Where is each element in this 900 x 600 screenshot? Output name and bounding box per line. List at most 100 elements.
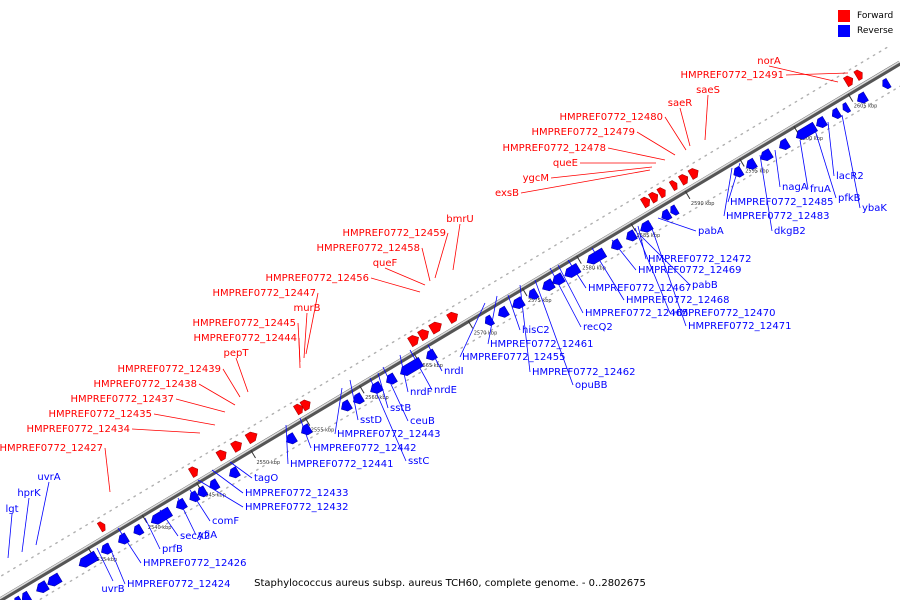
reverse-gene-label[interactable]: HMPREF0772_12472	[648, 254, 751, 265]
reverse-gene-label[interactable]: opuBB	[575, 380, 608, 391]
forward-gene-arrow[interactable]	[293, 402, 305, 416]
forward-gene-label[interactable]: ygcM	[523, 173, 549, 184]
reverse-gene-arrow[interactable]	[227, 466, 241, 481]
reverse-gene-label[interactable]: uvrA	[37, 472, 60, 483]
forward-gene-arrow[interactable]	[678, 173, 690, 186]
reverse-gene-arrow[interactable]	[794, 121, 818, 142]
reverse-gene-label[interactable]: HMPREF0772_12461	[490, 339, 593, 350]
reverse-gene-label[interactable]: HMPREF0772_12469	[638, 265, 741, 276]
reverse-gene-label[interactable]: ceuB	[410, 416, 435, 427]
forward-gene-label[interactable]: HMPREF0772_12479	[532, 127, 635, 138]
reverse-gene-arrow[interactable]	[758, 148, 774, 164]
reverse-gene-label[interactable]: HMPREF0772_12471	[688, 321, 791, 332]
reverse-gene-arrow[interactable]	[638, 219, 654, 235]
forward-gene-label[interactable]: HMPREF0772_12459	[343, 228, 446, 239]
forward-gene-arrow[interactable]	[230, 439, 245, 453]
reverse-gene-label[interactable]: HMPREF0772_12470	[672, 308, 775, 319]
forward-gene-label[interactable]: murB	[293, 303, 320, 314]
forward-gene-label[interactable]: HMPREF0772_12435	[49, 409, 152, 420]
reverse-gene-arrow[interactable]	[45, 572, 63, 589]
reverse-gene-label[interactable]: pabB	[692, 280, 718, 291]
forward-gene-arrow[interactable]	[407, 333, 422, 348]
forward-gene-arrow[interactable]	[244, 430, 260, 445]
reverse-gene-arrow[interactable]	[20, 590, 32, 600]
forward-gene-label[interactable]: HMPREF0772_12444	[194, 333, 297, 344]
reverse-gene-arrow[interactable]	[830, 107, 842, 121]
forward-gene-label[interactable]: HMPREF0772_12478	[503, 143, 606, 154]
reverse-gene-label[interactable]: lgt	[5, 504, 18, 515]
forward-gene-label[interactable]: HMPREF0772_12447	[213, 288, 316, 299]
reverse-gene-label[interactable]: ybaK	[862, 203, 887, 214]
reverse-gene-arrow[interactable]	[624, 229, 638, 244]
reverse-gene-label[interactable]: secA2	[180, 531, 210, 542]
reverse-gene-arrow[interactable]	[777, 138, 791, 152]
forward-gene-label[interactable]: HMPREF0772_12458	[317, 243, 420, 254]
forward-gene-label[interactable]: HMPREF0772_12434	[27, 424, 130, 435]
reverse-gene-label[interactable]: HMPREF0772_12462	[532, 367, 635, 378]
reverse-gene-arrow[interactable]	[149, 506, 173, 527]
reverse-gene-label[interactable]: HMPREF0772_12483	[726, 211, 829, 222]
reverse-gene-arrow[interactable]	[76, 550, 100, 570]
forward-gene-arrow[interactable]	[853, 68, 865, 81]
reverse-gene-label[interactable]: HMPREF0772_12442	[313, 443, 416, 454]
reverse-gene-arrow[interactable]	[284, 432, 298, 447]
reverse-gene-label[interactable]: fruA	[810, 184, 831, 195]
reverse-gene-label[interactable]: sstD	[360, 415, 382, 426]
forward-gene-arrow[interactable]	[648, 190, 660, 204]
forward-gene-label[interactable]: HMPREF0772_12427	[0, 443, 103, 454]
reverse-gene-label[interactable]: HMPREF0772_12441	[290, 459, 393, 470]
reverse-gene-arrow[interactable]	[840, 102, 852, 114]
forward-gene-label[interactable]: HMPREF0772_12456	[266, 273, 369, 284]
reverse-gene-label[interactable]: HMPREF0772_12443	[337, 429, 440, 440]
forward-gene-arrow[interactable]	[215, 448, 229, 462]
reverse-gene-label[interactable]: prfB	[162, 544, 183, 555]
reverse-gene-arrow[interactable]	[131, 523, 145, 537]
reverse-gene-label[interactable]: HMPREF0772_12433	[245, 488, 348, 499]
reverse-gene-arrow[interactable]	[339, 399, 353, 414]
reverse-gene-arrow[interactable]	[659, 208, 673, 222]
forward-gene-label[interactable]: queE	[553, 158, 578, 169]
forward-gene-label[interactable]: pepT	[224, 348, 250, 359]
forward-gene-label[interactable]: norA	[757, 56, 781, 67]
reverse-gene-label[interactable]: nrdI	[444, 366, 464, 377]
forward-gene-arrow[interactable]	[640, 195, 652, 209]
reverse-gene-label[interactable]: sstB	[390, 403, 411, 414]
reverse-gene-label[interactable]: yfiA	[198, 530, 217, 541]
reverse-gene-label[interactable]: nrdE	[434, 385, 457, 396]
reverse-gene-arrow[interactable]	[814, 115, 828, 130]
reverse-gene-label[interactable]: lacR2	[836, 171, 864, 182]
forward-gene-arrow[interactable]	[446, 310, 461, 324]
reverse-gene-arrow[interactable]	[668, 204, 680, 217]
reverse-gene-label[interactable]: HMPREF0772_12455	[462, 352, 565, 363]
reverse-gene-arrow[interactable]	[880, 77, 892, 90]
reverse-gene-arrow[interactable]	[207, 478, 221, 492]
forward-gene-arrow[interactable]	[668, 179, 679, 191]
reverse-gene-label[interactable]: HMPREF0772_12485	[730, 197, 833, 208]
forward-gene-label[interactable]: exsB	[495, 188, 519, 199]
reverse-gene-arrow[interactable]	[351, 392, 365, 407]
reverse-gene-arrow[interactable]	[731, 165, 745, 179]
reverse-gene-label[interactable]: HMPREF0772_12426	[143, 558, 246, 569]
reverse-gene-arrow[interactable]	[12, 595, 24, 600]
reverse-gene-label[interactable]: HMPREF0772_12468	[626, 295, 729, 306]
reverse-gene-arrow[interactable]	[195, 485, 209, 499]
forward-gene-label[interactable]: HMPREF0772_12438	[94, 379, 197, 390]
reverse-gene-arrow[interactable]	[744, 157, 758, 172]
reverse-gene-arrow[interactable]	[855, 91, 869, 106]
reverse-gene-label[interactable]: sstC	[408, 456, 429, 467]
reverse-gene-label[interactable]: HMPREF0772_12432	[245, 502, 348, 513]
forward-gene-label[interactable]: queF	[373, 258, 398, 269]
forward-gene-arrow[interactable]	[96, 520, 107, 533]
reverse-gene-label[interactable]: hisC2	[522, 325, 550, 336]
reverse-gene-label[interactable]: nrdF	[410, 387, 433, 398]
reverse-gene-label[interactable]: comF	[212, 516, 239, 527]
forward-gene-label[interactable]: saeS	[696, 85, 720, 96]
reverse-gene-arrow[interactable]	[540, 278, 556, 294]
forward-gene-arrow[interactable]	[656, 186, 668, 199]
reverse-gene-arrow[interactable]	[384, 372, 398, 387]
reverse-gene-arrow[interactable]	[99, 542, 113, 557]
reverse-gene-label[interactable]: nagA	[782, 182, 808, 193]
reverse-gene-label[interactable]: HMPREF0772_12467	[588, 283, 691, 294]
forward-gene-arrow[interactable]	[417, 327, 432, 342]
forward-gene-label[interactable]: HMPREF0772_12437	[71, 394, 174, 405]
